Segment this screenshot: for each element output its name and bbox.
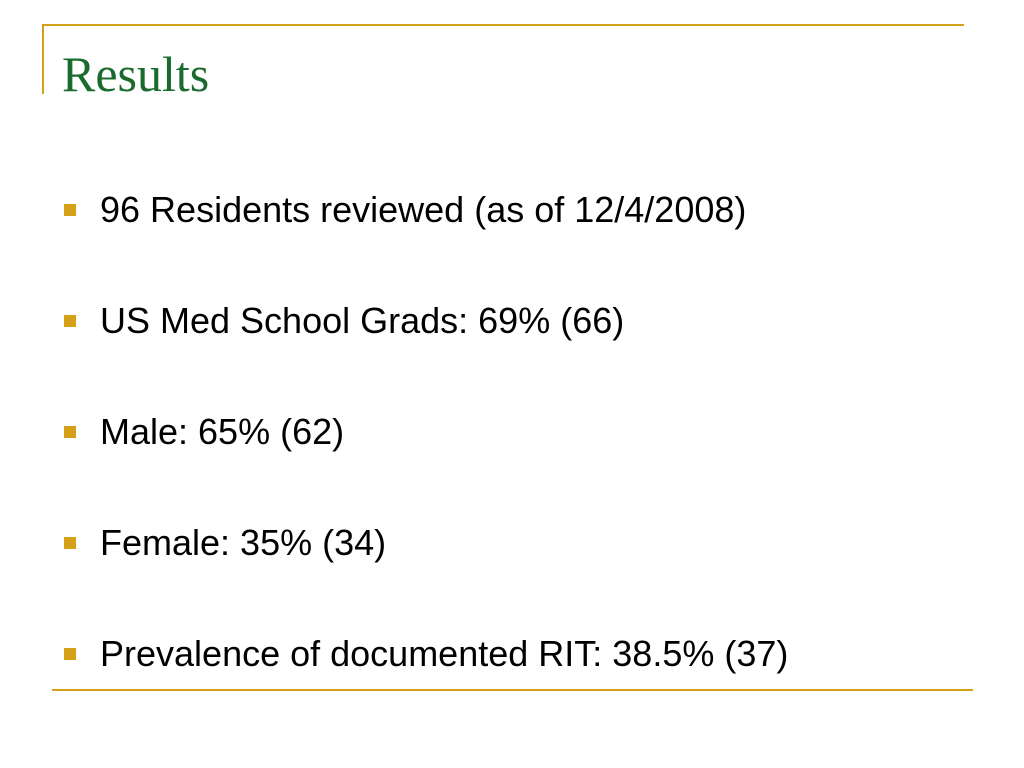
bullet-item: 96 Residents reviewed (as of 12/4/2008): [64, 182, 788, 238]
bullet-list: 96 Residents reviewed (as of 12/4/2008) …: [64, 182, 788, 682]
bullet-text: 96 Residents reviewed (as of 12/4/2008): [100, 189, 747, 230]
bullet-text: Male: 65% (62): [100, 411, 345, 452]
bullet-text: Prevalence of documented RIT: 38.5% (37): [100, 633, 789, 674]
frame-top-rule: [42, 24, 964, 26]
square-bullet-icon: [64, 315, 76, 327]
square-bullet-icon: [64, 648, 76, 660]
bullet-item: Prevalence of documented RIT: 38.5% (37): [64, 626, 788, 682]
square-bullet-icon: [64, 204, 76, 216]
square-bullet-icon: [64, 537, 76, 549]
bullet-item: Female: 35% (34): [64, 515, 788, 571]
bullet-text: Female: 35% (34): [100, 522, 387, 563]
bullet-text: US Med School Grads: 69% (66): [100, 300, 625, 341]
slide-title: Results: [62, 46, 210, 102]
bullet-item: Male: 65% (62): [64, 404, 788, 460]
frame-bottom-rule: [52, 689, 973, 691]
bullet-item: US Med School Grads: 69% (66): [64, 293, 788, 349]
square-bullet-icon: [64, 426, 76, 438]
frame-left-rule: [42, 24, 44, 94]
